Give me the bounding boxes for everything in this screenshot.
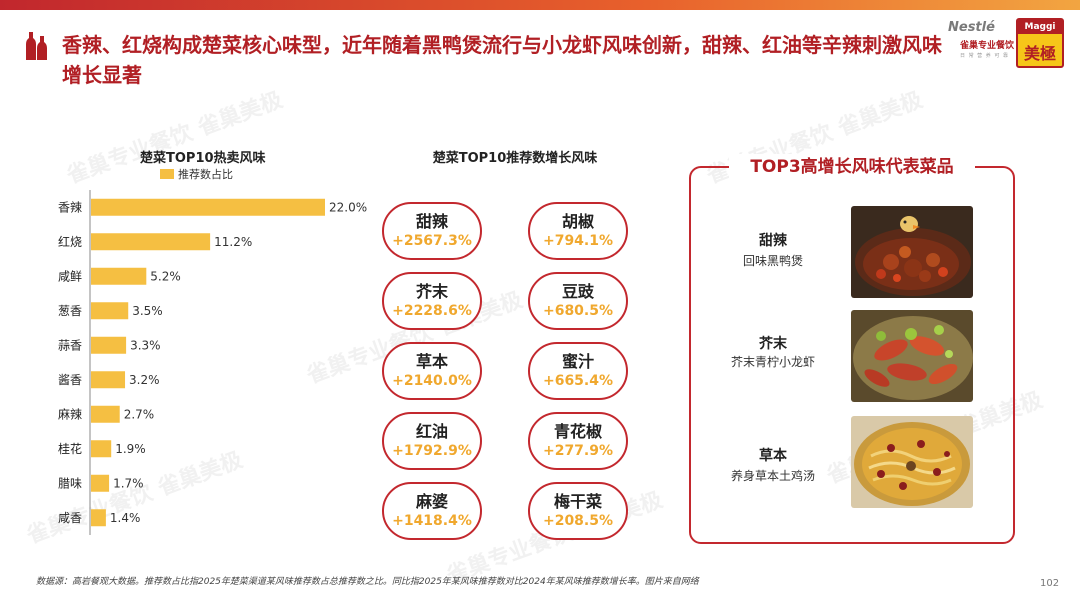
dish-flavor: 甜辣 (759, 233, 787, 249)
top-accent-bar (0, 0, 1080, 10)
dish-desc: 回味黑鸭煲 (742, 254, 803, 268)
dish-flavor: 草本 (759, 448, 787, 464)
category-label: 桂花 (58, 441, 82, 456)
dish-desc: 养身草本土鸡汤 (730, 469, 815, 483)
growth-pill: 蜜汁 +665.4% (528, 342, 628, 400)
nestle-logo: Nestlé (948, 20, 995, 35)
bar (91, 198, 325, 216)
category-label: 香辣 (58, 200, 82, 214)
growth-value: +794.1% (542, 233, 614, 249)
bar (91, 233, 211, 251)
growth-flavor: 青花椒 (553, 422, 602, 441)
dish-flavor: 芥末 (759, 336, 787, 352)
category-label: 咸香 (58, 511, 82, 525)
growth-flavor: 豆豉 (561, 282, 594, 301)
value-label: 3.2% (129, 373, 160, 387)
bar (91, 405, 120, 423)
growth-pill: 草本 +2140.0% (382, 342, 482, 400)
growth-flavor: 甜辣 (415, 212, 448, 231)
growth-pill: 芥末 +2228.6% (382, 272, 482, 330)
dish-desc: 芥末青柠小龙虾 (730, 355, 815, 369)
bar (91, 267, 147, 285)
growth-flavor: 芥末 (415, 282, 448, 301)
growth-flavor: 蜜汁 (561, 352, 594, 371)
top3-title: TOP3高增长风味代表菜品 (729, 154, 975, 180)
nestle-logo-tagline: 日 常 营 养 可 靠 (960, 53, 1009, 59)
value-label: 5.2% (150, 269, 181, 283)
category-label: 红烧 (58, 234, 82, 249)
footnote: 数据源：高岩餐观大数据。推荐数占比指2025年楚菜渠道某风味推荐数占总推荐数之比… (36, 577, 699, 587)
category-label: 腊味 (58, 476, 82, 490)
bar (91, 336, 127, 354)
growth-pill: 梅干菜 +208.5% (528, 482, 628, 540)
growth-pill: 青花椒 +277.9% (528, 412, 628, 470)
value-label: 2.7% (124, 407, 155, 421)
growth-flavor: 梅干菜 (553, 492, 602, 511)
growth-flavor: 麻婆 (415, 492, 448, 511)
value-label: 1.4% (110, 511, 140, 525)
bottle-icon (26, 32, 47, 60)
category-label: 蒜香 (58, 338, 82, 352)
growth-pill: 麻婆 +1418.4% (382, 482, 482, 540)
growth-value: +2567.3% (392, 233, 472, 249)
legend-label: 推荐数占比 (178, 168, 233, 181)
dish-photo-duck-pot (851, 206, 973, 298)
growth-value: +680.5% (542, 303, 614, 319)
nestle-logo-subtitle: 雀巢专业餐饮 (960, 41, 1015, 51)
growth-pill: 胡椒 +794.1% (528, 202, 628, 260)
page-headline: 香辣、红烧构成楚菜核心味型，近年随着黑鸭煲流行与小龙虾风味创新，甜辣、红油等辛辣… (62, 33, 942, 87)
growth-value: +2228.6% (392, 303, 472, 319)
bar-chart: 香辣 22.0% 红烧 11.2% 咸鲜 5.2% 葱香 3.5% 蒜香 3.3% 酱香 3.2% 麻辣… (58, 190, 367, 535)
value-label: 1.9% (115, 442, 146, 456)
value-label: 3.5% (132, 304, 163, 318)
value-label: 11.2% (214, 235, 252, 249)
legend-swatch (160, 169, 174, 179)
value-label: 1.7% (113, 476, 144, 490)
growth-value: +208.5% (542, 513, 614, 529)
value-label: 22.0% (329, 200, 367, 214)
category-label: 葱香 (58, 304, 82, 318)
growth-flavor: 胡椒 (561, 212, 594, 231)
category-label: 酱香 (58, 372, 82, 387)
dish-photo-crayfish (851, 310, 973, 402)
growth-flavor: 草本 (415, 352, 448, 371)
bar (91, 440, 112, 458)
bar (91, 302, 129, 320)
growth-pill: 甜辣 +2567.3% (382, 202, 482, 260)
bar (91, 371, 126, 389)
growth-flavor: 红油 (415, 422, 448, 441)
bar (91, 509, 106, 527)
category-label: 咸鲜 (58, 269, 82, 283)
growth-title: 楚菜TOP10推荐数增长风味 (432, 151, 598, 166)
growth-pill: 豆豉 +680.5% (528, 272, 628, 330)
bar-chart-title: 楚菜TOP10热卖风味 (140, 151, 266, 166)
growth-value: +665.4% (542, 373, 614, 389)
growth-value: +277.9% (542, 443, 614, 459)
category-label: 麻辣 (58, 406, 82, 421)
bar (91, 474, 110, 492)
growth-value: +2140.0% (392, 373, 472, 389)
page-number: 102 (1040, 578, 1060, 589)
growth-value: +1792.9% (392, 443, 472, 459)
maggi-logo-text: Maggi (1016, 20, 1064, 34)
dish-photo-chicken-soup (851, 416, 973, 508)
growth-pill: 红油 +1792.9% (382, 412, 482, 470)
value-label: 3.3% (130, 338, 161, 352)
maggi-logo-cn: 美極 (1023, 44, 1056, 63)
growth-value: +1418.4% (392, 513, 472, 529)
